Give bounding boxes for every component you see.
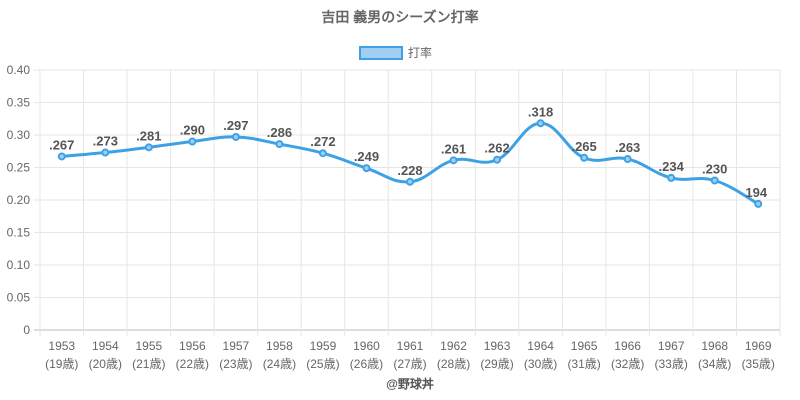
x-tick-label: 1958 bbox=[266, 339, 293, 353]
x-tick-sublabel: (26歳) bbox=[350, 357, 383, 371]
x-axis: 1953 (19歳) 1954 (20歳) 1955 (21歳) 1956 (22歳) 1957… bbox=[45, 339, 775, 371]
x-tick-sublabel: (22歳) bbox=[176, 357, 209, 371]
x-tick-sublabel: (23歳) bbox=[219, 357, 252, 371]
data-point bbox=[710, 176, 719, 185]
data-label: .272 bbox=[310, 134, 335, 149]
data-label: .263 bbox=[615, 140, 640, 155]
x-tick-sublabel: (34歳) bbox=[698, 357, 731, 371]
y-tick-label: 0.25 bbox=[7, 161, 31, 175]
x-tick-label: 1954 bbox=[92, 339, 119, 353]
data-label: .267 bbox=[49, 137, 74, 152]
data-label: .228 bbox=[397, 163, 422, 178]
x-tick-sublabel: (35歳) bbox=[742, 357, 775, 371]
x-tick-sublabel: (19歳) bbox=[45, 357, 78, 371]
x-tick-label: 1965 bbox=[571, 339, 598, 353]
data-point bbox=[275, 140, 284, 149]
x-tick-label: 1957 bbox=[223, 339, 250, 353]
x-tick-label: 1963 bbox=[484, 339, 511, 353]
data-point bbox=[144, 143, 153, 152]
data-point bbox=[580, 153, 589, 162]
data-label: .290 bbox=[180, 123, 205, 138]
x-tick-label: 1964 bbox=[527, 339, 554, 353]
data-point bbox=[754, 199, 763, 208]
data-label: .286 bbox=[267, 125, 292, 140]
x-tick-label: 1969 bbox=[745, 339, 772, 353]
x-tick-sublabel: (21歳) bbox=[132, 357, 165, 371]
x-tick-label: 1967 bbox=[658, 339, 685, 353]
x-tick-label: 1961 bbox=[397, 339, 424, 353]
data-label: .318 bbox=[528, 104, 553, 119]
y-tick-label: 0 bbox=[23, 323, 30, 337]
x-tick-sublabel: (20歳) bbox=[89, 357, 122, 371]
data-points bbox=[57, 119, 763, 208]
data-label: .273 bbox=[93, 134, 118, 149]
data-point bbox=[188, 137, 197, 146]
data-labels: .267 .273 .281 .290 .297 .286 .272 .249 .228 .261… bbox=[49, 104, 768, 200]
x-tick-sublabel: (33歳) bbox=[655, 357, 688, 371]
data-point bbox=[449, 156, 458, 165]
x-tick-sublabel: (24歳) bbox=[263, 357, 296, 371]
x-tick-label: 1953 bbox=[48, 339, 75, 353]
data-point bbox=[536, 119, 545, 128]
y-tick-label: 0.10 bbox=[7, 258, 31, 272]
x-tick-sublabel: (25歳) bbox=[306, 357, 339, 371]
data-point bbox=[231, 132, 240, 141]
y-tick-label: 0.20 bbox=[7, 193, 31, 207]
data-point bbox=[318, 149, 327, 158]
data-label: 194 bbox=[745, 185, 767, 200]
x-tick-label: 1955 bbox=[135, 339, 162, 353]
data-point bbox=[623, 155, 632, 164]
y-tick-label: 0.15 bbox=[7, 226, 31, 240]
x-tick-label: 1960 bbox=[353, 339, 380, 353]
legend[interactable]: 打率 bbox=[359, 45, 432, 60]
legend-swatch bbox=[359, 46, 403, 60]
x-tick-sublabel: (27歳) bbox=[393, 357, 426, 371]
grid bbox=[34, 69, 781, 336]
data-point bbox=[101, 148, 110, 157]
y-tick-label: 0.05 bbox=[7, 291, 31, 305]
x-tick-sublabel: (29歳) bbox=[480, 357, 513, 371]
x-tick-label: 1959 bbox=[310, 339, 337, 353]
y-tick-label: 0.30 bbox=[7, 128, 31, 142]
data-point bbox=[362, 164, 371, 173]
x-tick-label: 1962 bbox=[440, 339, 467, 353]
y-axis: 0 0.05 0.10 0.15 0.20 0.25 0.30 0.35 0.40 bbox=[7, 63, 31, 337]
y-tick-label: 0.40 bbox=[7, 63, 31, 77]
x-tick-label: 1968 bbox=[701, 339, 728, 353]
data-label: .281 bbox=[136, 128, 161, 143]
chart-title: 吉田 義男のシーズン打率 bbox=[321, 9, 478, 25]
y-tick-label: 0.35 bbox=[7, 96, 31, 110]
data-label: .249 bbox=[354, 149, 379, 164]
x-tick-sublabel: (32歳) bbox=[611, 357, 644, 371]
data-point bbox=[57, 152, 66, 161]
x-tick-sublabel: (31歳) bbox=[567, 357, 600, 371]
data-label: .265 bbox=[571, 139, 596, 154]
x-tick-sublabel: (30歳) bbox=[524, 357, 557, 371]
x-tick-label: 1956 bbox=[179, 339, 206, 353]
credit: @野球丼 bbox=[386, 376, 434, 391]
data-label: .262 bbox=[484, 141, 509, 156]
data-point bbox=[493, 155, 502, 164]
data-label: .261 bbox=[441, 141, 466, 156]
x-tick-sublabel: (28歳) bbox=[437, 357, 470, 371]
legend-label: 打率 bbox=[408, 45, 432, 60]
data-label: .230 bbox=[702, 162, 727, 177]
data-label: .297 bbox=[223, 118, 248, 133]
data-point bbox=[406, 177, 414, 186]
x-tick-label: 1966 bbox=[614, 339, 641, 353]
data-point bbox=[667, 173, 676, 182]
data-label: .234 bbox=[659, 159, 685, 174]
